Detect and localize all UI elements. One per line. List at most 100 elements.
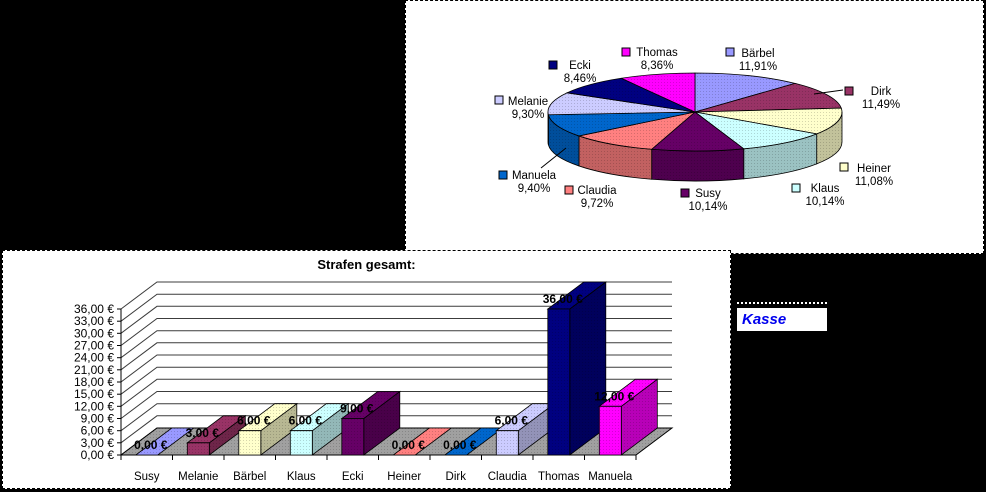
- pie-slice-manuela-outline: [547, 111, 696, 137]
- pie-label-percent: 9,40%: [518, 183, 551, 195]
- pie-slice-heiner-outline: [694, 107, 843, 135]
- bar-heiner-flat-outline: [392, 427, 453, 456]
- y-tick-label: 27,00 €: [74, 339, 114, 353]
- pie-label-name: Klaus: [811, 183, 840, 195]
- category-label: Thomas: [538, 471, 580, 483]
- bar-klaus-front-outline: [289, 430, 313, 456]
- pie-label-name: Melanie: [508, 96, 548, 108]
- category-label: Klaus: [287, 471, 316, 483]
- pie-chart-panel[interactable]: Bärbel 11,91% Dirk 11,49% Heiner 11,08% Klaus 1…: [405, 0, 984, 254]
- category-label: Bärbel: [233, 471, 266, 483]
- pie-label-name: Heiner: [857, 163, 891, 175]
- pie-chart: Bärbel11,91%Dirk11,49%Heiner11,08%Klaus1…: [494, 47, 900, 213]
- y-tick-label: 21,00 €: [74, 363, 114, 377]
- legend-key-heiner: [839, 162, 849, 172]
- gridline: [120, 354, 672, 383]
- pie-slice-dirk-outline: [694, 83, 842, 113]
- legend-key-manuela: [498, 170, 508, 180]
- y-tick-label: 36,00 €: [74, 302, 114, 316]
- y-tick-label: 33,00 €: [74, 314, 114, 328]
- pie-label-name: Susy: [695, 188, 721, 200]
- gridline: [120, 281, 672, 310]
- pie-label-name: Thomas: [636, 47, 678, 59]
- bar-value-label: 3,00 €: [186, 426, 220, 440]
- y-tick-label: 18,00 €: [74, 375, 114, 389]
- legend-key-susy: [680, 188, 690, 198]
- gridline: [120, 378, 672, 407]
- bar-bärbel-front-outline: [238, 430, 262, 456]
- category-label: Susy: [134, 471, 160, 483]
- category-label: Claudia: [488, 471, 528, 483]
- pie-label-percent: 10,14%: [688, 201, 727, 213]
- gridline: [120, 403, 672, 432]
- pie-slice-klaus-outline: [694, 111, 819, 150]
- kasse-cell[interactable]: Kasse: [737, 308, 827, 331]
- y-tick-label: 15,00 €: [74, 387, 114, 401]
- bar-melanie-front-outline: [186, 442, 210, 456]
- pie-label-percent: 11,49%: [862, 99, 900, 111]
- bar-thomas-front-outline: [547, 308, 571, 456]
- y-tick-label: 9,00 €: [81, 412, 115, 426]
- selection-marquee: [737, 302, 827, 304]
- bar-value-label: 12,00 €: [594, 389, 634, 403]
- bar-value-label: 6,00 €: [289, 414, 323, 428]
- bar-chart-title: Strafen gesamt:: [317, 257, 416, 272]
- gridline: [120, 293, 672, 322]
- legend-key-dirk: [844, 86, 854, 96]
- leader-line-manuela: [540, 147, 567, 169]
- category-label: Melanie: [178, 471, 218, 483]
- bar-manuela-front-outline: [598, 405, 622, 456]
- bar-susy-flat-outline: [134, 427, 195, 456]
- pie-label-name: Dirk: [871, 86, 892, 98]
- bar-value-label: 0,00 €: [443, 438, 477, 452]
- bar-value-label: 6,00 €: [495, 414, 529, 428]
- pie-label-percent: 11,08%: [855, 176, 893, 188]
- y-tick-label: 6,00 €: [81, 424, 115, 438]
- pie-label-percent: 9,72%: [581, 198, 614, 210]
- category-label: Dirk: [446, 471, 467, 483]
- gridline: [120, 318, 672, 346]
- pie-label-percent: 8,46%: [564, 73, 597, 85]
- y-tick-label: 24,00 €: [74, 351, 114, 365]
- bar-chart: 0,00 €3,00 €6,00 €6,00 €9,00 €0,00 €0,00…: [74, 281, 674, 483]
- legend-key-melanie: [494, 95, 504, 105]
- bar-ecki-front-outline: [341, 418, 365, 456]
- bar-value-label: 0,00 €: [134, 438, 168, 452]
- y-tick-label: 3,00 €: [81, 436, 115, 450]
- category-label: Heiner: [387, 471, 421, 483]
- pie-label-percent: 10,14%: [805, 196, 844, 208]
- pie-slice-thomas-outline: [619, 72, 696, 113]
- bar-claudia-front-outline: [495, 430, 519, 456]
- legend-key-bärbel: [725, 47, 735, 57]
- pie-label-percent: 11,91%: [739, 61, 777, 73]
- bar-value-label: 6,00 €: [237, 414, 271, 428]
- pie-label-name: Bärbel: [741, 48, 774, 60]
- pie-label-name: Claudia: [578, 185, 618, 197]
- gridline: [120, 391, 672, 419]
- pie-slice-susy-outline: [650, 111, 745, 152]
- pie-side-susy-outline: [651, 148, 745, 182]
- pie-label-percent: 9,30%: [512, 109, 545, 121]
- gridline: [120, 305, 672, 334]
- gridline: [120, 415, 672, 444]
- pie-slice-bärbel-outline: [694, 72, 797, 113]
- pie-label-percent: 8,36%: [641, 60, 674, 72]
- bar-value-label: 36,00 €: [543, 292, 583, 306]
- legend-key-klaus: [791, 183, 801, 193]
- legend-key-ecki: [548, 60, 558, 70]
- gridline: [120, 330, 672, 359]
- category-label: Ecki: [342, 471, 364, 483]
- legend-key-thomas: [621, 47, 631, 57]
- y-tick-label: 12,00 €: [74, 399, 114, 413]
- legend-key-claudia: [564, 185, 574, 195]
- y-tick-label: 30,00 €: [74, 326, 114, 340]
- leader-line-dirk: [813, 89, 844, 95]
- bar-value-label: 0,00 €: [392, 438, 426, 452]
- bar-value-label: 9,00 €: [340, 402, 374, 416]
- pie-label-name: Ecki: [569, 60, 591, 72]
- category-label: Manuela: [588, 471, 633, 483]
- bar-chart-panel[interactable]: Strafen gesamt: 0,00 €3,00 €6,00 €6,00 €…: [2, 250, 731, 489]
- pie-slice-claudia-outline: [577, 111, 697, 150]
- gridline: [120, 366, 672, 395]
